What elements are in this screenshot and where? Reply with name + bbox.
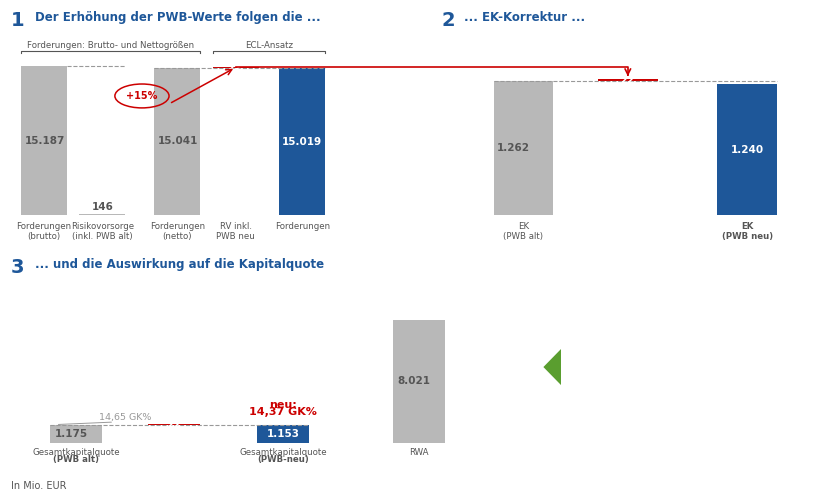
Bar (493, 81, 554, 215)
Text: RWA: RWA (409, 447, 429, 456)
Text: 1.153: 1.153 (266, 429, 299, 439)
Text: EK
(PWB alt): EK (PWB alt) (503, 222, 544, 241)
FancyArrow shape (544, 349, 561, 385)
Text: 1.240: 1.240 (731, 145, 764, 155)
Text: 15.187: 15.187 (25, 136, 65, 146)
Bar (50, 425, 102, 442)
Text: Forderungen: Brutto- und Nettogrößen: Forderungen: Brutto- und Nettogrößen (27, 41, 194, 50)
Text: 1.175: 1.175 (54, 429, 87, 438)
Text: Forderungen
(netto): Forderungen (netto) (150, 222, 205, 241)
Text: +15%: +15% (126, 91, 158, 101)
Text: 146: 146 (92, 202, 113, 212)
Bar (257, 425, 309, 442)
Text: 14,65 GK%: 14,65 GK% (99, 413, 151, 422)
Text: Forderungen
(brutto): Forderungen (brutto) (16, 222, 72, 241)
Text: 1: 1 (11, 11, 25, 30)
Text: Forderungen: Forderungen (275, 222, 330, 231)
Text: Gesamtkapitalquote: Gesamtkapitalquote (32, 447, 120, 456)
Text: 15.019: 15.019 (282, 136, 323, 147)
Bar (717, 84, 777, 215)
Text: die Risikotragfähigkeit und: die Risikotragfähigkeit und (606, 366, 767, 375)
Text: neu:: neu: (269, 400, 297, 411)
Bar (394, 319, 445, 442)
Text: 2: 2 (441, 11, 455, 30)
Bar (79, 214, 125, 215)
Bar (21, 66, 67, 215)
Text: 3: 3 (11, 258, 24, 277)
Text: ... EK-Korrektur ...: ... EK-Korrektur ... (464, 11, 585, 24)
Text: In Mio. EUR: In Mio. EUR (11, 481, 66, 491)
Bar (280, 68, 325, 215)
Text: 22: 22 (620, 75, 635, 85)
Text: Der Erhöhung der PWB-Werte folgen die ...: Der Erhöhung der PWB-Werte folgen die ..… (35, 11, 320, 24)
Text: (PWB-neu): (PWB-neu) (257, 455, 309, 464)
Text: ... und die Auswirkung auf die Kapitalquote: ... und die Auswirkung auf die Kapitalqu… (35, 258, 323, 271)
Text: 15.041: 15.041 (158, 136, 198, 146)
Bar (598, 79, 658, 81)
Text: ECL-Ansatz: ECL-Ansatz (245, 41, 293, 50)
Text: Gesamtkapitalquote: Gesamtkapitalquote (239, 447, 327, 456)
Text: 22: 22 (167, 420, 182, 430)
Text: 22: 22 (229, 62, 243, 72)
Text: EK
(PWB neu): EK (PWB neu) (722, 222, 773, 241)
Text: Leverage Ratio abzuschätzen: Leverage Ratio abzuschätzen (600, 405, 774, 415)
Text: 1.262: 1.262 (497, 143, 530, 153)
Bar (154, 67, 200, 215)
Text: RV inkl.
PWB neu: RV inkl. PWB neu (216, 222, 255, 241)
Text: Risikovorsorge
(inkl. PWB alt): Risikovorsorge (inkl. PWB alt) (71, 222, 134, 241)
Text: 8.021: 8.021 (398, 376, 431, 386)
Text: (PWB alt): (PWB alt) (53, 455, 99, 464)
Text: 14,37 GK%: 14,37 GK% (249, 407, 317, 417)
Text: Zusätzlich Auswirkungen auf: Zusätzlich Auswirkungen auf (601, 326, 772, 336)
